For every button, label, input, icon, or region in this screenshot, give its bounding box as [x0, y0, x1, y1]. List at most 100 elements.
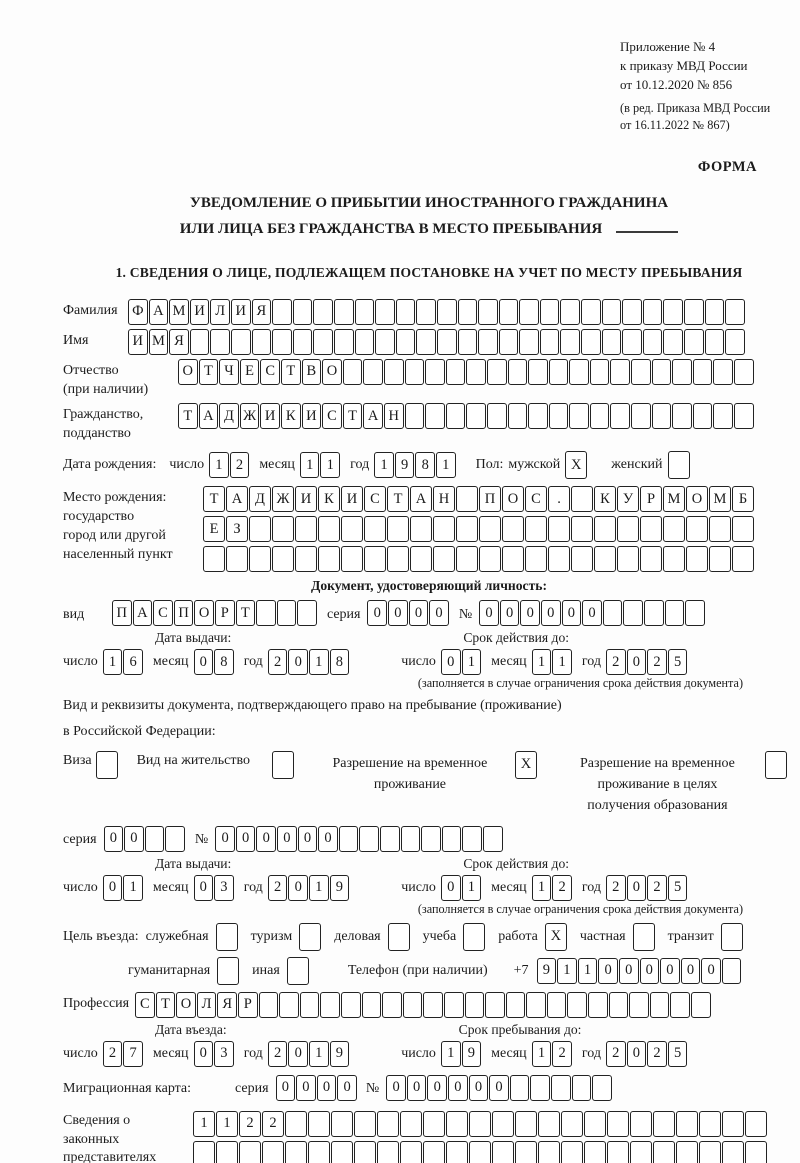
- form-cell[interactable]: [276, 600, 297, 627]
- form-cell[interactable]: 0: [102, 874, 123, 901]
- form-cell[interactable]: 0: [193, 874, 214, 901]
- form-cell[interactable]: [734, 358, 754, 385]
- form-cell[interactable]: [498, 328, 519, 355]
- form-cell[interactable]: И: [230, 298, 251, 325]
- form-cell[interactable]: [704, 298, 725, 325]
- form-cell[interactable]: 9: [329, 1040, 350, 1067]
- form-cell[interactable]: [622, 328, 642, 355]
- form-cell[interactable]: [515, 1140, 537, 1163]
- form-cell[interactable]: 5: [667, 649, 688, 676]
- form-cell[interactable]: [436, 328, 457, 355]
- form-cell[interactable]: С: [260, 358, 280, 385]
- form-cell[interactable]: [560, 328, 581, 355]
- form-cell[interactable]: К: [594, 486, 616, 513]
- form-cell[interactable]: [308, 1140, 330, 1163]
- form-cell[interactable]: [692, 358, 713, 385]
- form-cell[interactable]: X: [565, 451, 588, 480]
- form-cell[interactable]: Е: [203, 516, 225, 543]
- form-cell[interactable]: 0: [582, 600, 602, 627]
- form-cell[interactable]: 1: [557, 957, 577, 984]
- form-cell[interactable]: О: [176, 991, 196, 1018]
- form-cell[interactable]: [423, 1140, 445, 1163]
- form-cell[interactable]: [663, 546, 685, 573]
- form-cell[interactable]: [643, 600, 664, 627]
- form-cell[interactable]: [333, 328, 354, 355]
- form-cell[interactable]: 0: [479, 600, 499, 627]
- form-cell[interactable]: [479, 516, 501, 543]
- form-cell[interactable]: У: [617, 486, 639, 513]
- form-cell[interactable]: 0: [540, 600, 561, 627]
- form-cell[interactable]: 8: [214, 649, 234, 676]
- form-cell[interactable]: [663, 516, 685, 543]
- form-cell[interactable]: П: [112, 600, 132, 627]
- form-cell[interactable]: 0: [660, 957, 680, 984]
- form-cell[interactable]: С: [153, 600, 173, 627]
- form-cell[interactable]: 0: [626, 874, 647, 901]
- form-cell[interactable]: [608, 991, 629, 1018]
- form-cell[interactable]: [538, 1140, 560, 1163]
- form-cell[interactable]: X: [514, 750, 537, 779]
- form-cell[interactable]: [299, 922, 322, 951]
- form-cell[interactable]: 0: [193, 1040, 214, 1067]
- form-cell[interactable]: 8: [415, 452, 435, 479]
- form-cell[interactable]: Т: [387, 486, 409, 513]
- form-cell[interactable]: [653, 1140, 675, 1163]
- form-cell[interactable]: Ж: [239, 403, 260, 430]
- form-cell[interactable]: [377, 1110, 399, 1137]
- form-cell[interactable]: 0: [103, 825, 124, 852]
- form-cell[interactable]: [519, 298, 539, 325]
- form-cell[interactable]: [594, 546, 616, 573]
- form-cell[interactable]: [607, 1110, 629, 1137]
- form-cell[interactable]: 0: [256, 825, 277, 852]
- form-cell[interactable]: 1: [102, 649, 123, 676]
- form-cell[interactable]: 1: [440, 1040, 461, 1067]
- form-cell[interactable]: 2: [647, 874, 667, 901]
- form-cell[interactable]: 0: [193, 649, 214, 676]
- form-cell[interactable]: 0: [440, 874, 461, 901]
- form-cell[interactable]: 2: [229, 452, 250, 479]
- form-cell[interactable]: [631, 358, 651, 385]
- form-cell[interactable]: [193, 1140, 215, 1163]
- form-cell[interactable]: 3: [214, 874, 234, 901]
- form-cell[interactable]: [354, 298, 375, 325]
- form-cell[interactable]: [354, 328, 375, 355]
- form-cell[interactable]: [457, 328, 478, 355]
- form-cell[interactable]: [623, 600, 643, 627]
- form-cell[interactable]: [299, 991, 320, 1018]
- form-cell[interactable]: Т: [203, 486, 225, 513]
- form-cell[interactable]: [479, 546, 501, 573]
- form-cell[interactable]: 1: [320, 452, 341, 479]
- form-cell[interactable]: [361, 991, 382, 1018]
- form-cell[interactable]: [331, 1140, 353, 1163]
- form-cell[interactable]: 1: [435, 452, 456, 479]
- form-cell[interactable]: [400, 1110, 422, 1137]
- form-cell[interactable]: [416, 328, 436, 355]
- form-cell[interactable]: [462, 825, 482, 852]
- form-cell[interactable]: [571, 546, 593, 573]
- form-cell[interactable]: В: [301, 358, 322, 385]
- form-cell[interactable]: 9: [329, 874, 350, 901]
- form-cell[interactable]: С: [322, 403, 342, 430]
- form-cell[interactable]: 8: [329, 649, 350, 676]
- form-cell[interactable]: [571, 486, 593, 513]
- form-cell[interactable]: [632, 922, 655, 951]
- form-cell[interactable]: [725, 328, 745, 355]
- form-cell[interactable]: [402, 991, 423, 1018]
- form-cell[interactable]: [528, 358, 548, 385]
- form-cell[interactable]: Т: [235, 600, 256, 627]
- form-cell[interactable]: 1: [209, 452, 229, 479]
- form-cell[interactable]: 0: [288, 649, 308, 676]
- form-cell[interactable]: Т: [342, 403, 363, 430]
- form-cell[interactable]: [313, 328, 333, 355]
- form-cell[interactable]: [318, 546, 340, 573]
- form-cell[interactable]: Д: [219, 403, 239, 430]
- form-cell[interactable]: [631, 403, 651, 430]
- form-cell[interactable]: 2: [267, 874, 288, 901]
- form-cell[interactable]: Р: [237, 991, 258, 1018]
- form-cell[interactable]: С: [525, 486, 547, 513]
- form-cell[interactable]: [272, 298, 292, 325]
- form-cell[interactable]: [486, 358, 507, 385]
- form-cell[interactable]: [457, 298, 478, 325]
- form-cell[interactable]: [684, 328, 704, 355]
- form-cell[interactable]: [764, 750, 787, 779]
